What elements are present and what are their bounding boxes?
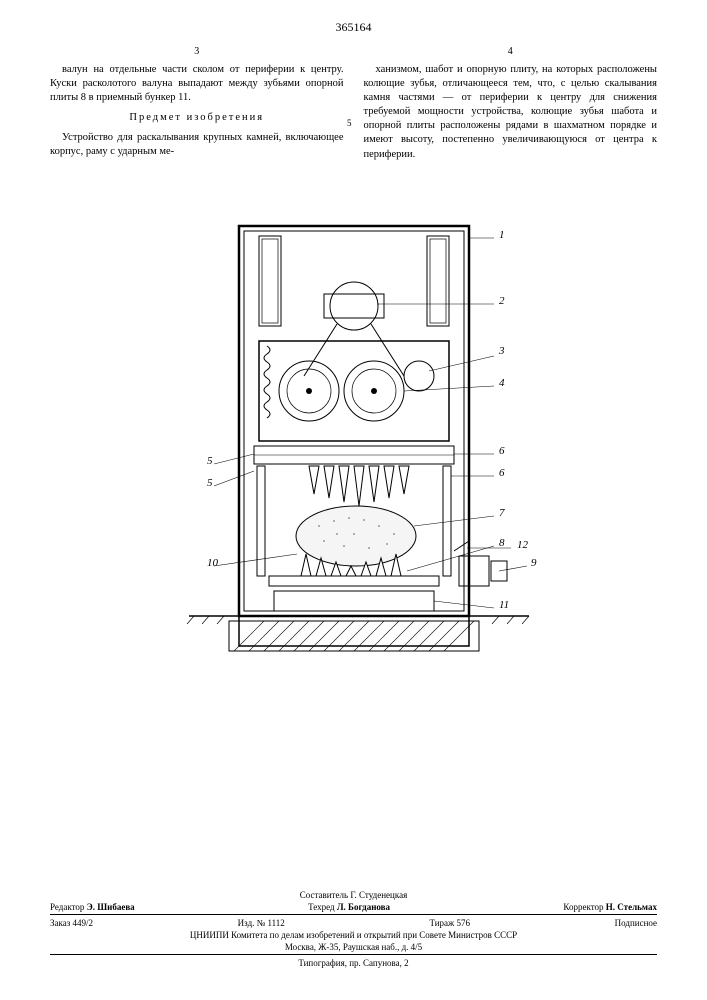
figure-label: 3 (498, 345, 505, 357)
figure-label: 6 (499, 445, 505, 457)
figure-label: 6 (499, 467, 505, 479)
figure-label: 12 (517, 539, 529, 551)
tirazh: Тираж 576 (429, 918, 470, 928)
credits-row: Редактор Э. Шибаева Техред Л. Богданова … (50, 902, 657, 912)
line-marker: 5 (347, 118, 352, 128)
section-heading: Предмет изобретения (50, 111, 344, 125)
izd: Изд. № 1112 (238, 918, 285, 928)
figure-label: 5 (207, 477, 213, 489)
compiler-row: Составитель Г. Студенецкая (50, 890, 657, 900)
device-diagram: 12345566789101112 (159, 176, 549, 656)
figure-label: 7 (499, 507, 505, 519)
figure-label: 8 (499, 537, 505, 549)
doc-number: 365164 (50, 20, 657, 35)
column-left: 3 валун на отдельные части сколом от пер… (50, 45, 344, 166)
printer: Типография, пр. Сапунова, 2 (50, 958, 657, 968)
patent-page: 365164 3 валун на отдельные части сколом… (0, 0, 707, 1000)
figure-label: 5 (207, 455, 213, 467)
figure-label: 4 (499, 377, 505, 389)
para: Устройство для раскалывания крупных камн… (50, 131, 344, 159)
figure-label: 9 (531, 557, 537, 569)
address: Москва, Ж-35, Раушская наб., д. 4/5 (50, 942, 657, 952)
col-num-right: 4 (364, 45, 658, 59)
figure-label: 10 (207, 557, 219, 569)
figure: 12345566789101112 (50, 176, 657, 661)
signed: Подписное (615, 918, 657, 928)
column-right: 4 ханизмом, шабот и опорную плиту, на ко… (364, 45, 658, 166)
print-row: Заказ 449/2 Изд. № 1112 Тираж 576 Подпис… (50, 918, 657, 928)
editor: Редактор Э. Шибаева (50, 902, 135, 912)
compiler-label: Составитель (300, 890, 348, 900)
figure-label: 2 (499, 295, 505, 307)
compiler-name: Г. Студенецкая (350, 890, 407, 900)
order: Заказ 449/2 (50, 918, 93, 928)
figure-label: 1 (499, 229, 505, 241)
org: ЦНИИПИ Комитета по делам изобретений и о… (50, 930, 657, 940)
col-num-left: 3 (50, 45, 344, 59)
para: ханизмом, шабот и опорную плиту, на кото… (364, 63, 658, 162)
two-column-text: 3 валун на отдельные части сколом от пер… (50, 45, 657, 166)
corrector: Корректор Н. Стельмах (563, 902, 657, 912)
teched: Техред Л. Богданова (308, 902, 390, 912)
figure-label: 11 (499, 599, 509, 611)
footer-block: Составитель Г. Студенецкая Редактор Э. Ш… (50, 890, 657, 970)
para: валун на отдельные части сколом от периф… (50, 63, 344, 106)
